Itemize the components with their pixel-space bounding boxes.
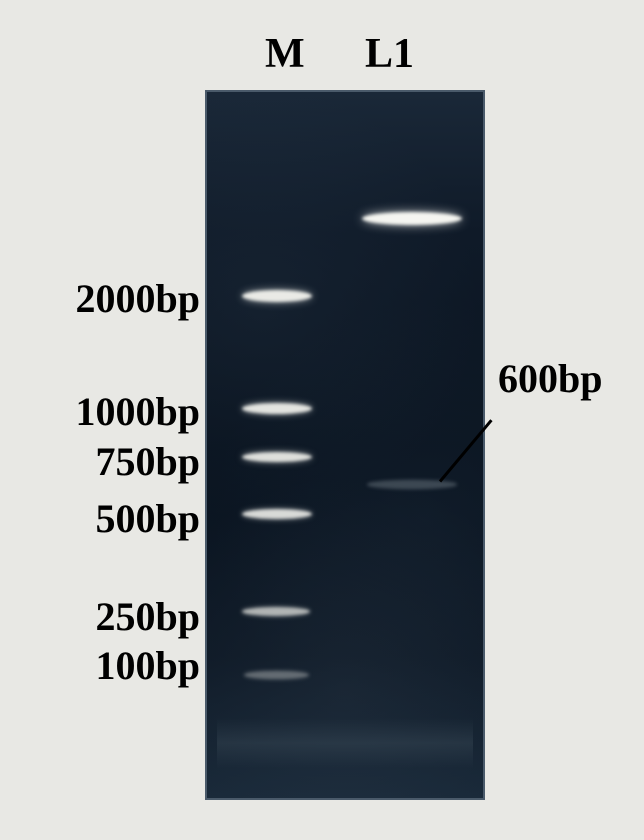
gel-figure: M L1 2000bp 1000bp 750bp 500bp 250bp 100… bbox=[20, 10, 630, 820]
marker-band-500 bbox=[242, 509, 312, 519]
lane-header-sample: L1 bbox=[365, 30, 414, 78]
marker-label-750: 750bp bbox=[30, 438, 200, 485]
marker-label-100: 100bp bbox=[30, 642, 200, 689]
marker-band-2000 bbox=[242, 290, 312, 302]
sample-band-top bbox=[362, 212, 462, 225]
marker-band-750 bbox=[242, 452, 312, 462]
marker-label-2000: 2000bp bbox=[30, 275, 200, 322]
gel-bottom-glow bbox=[217, 718, 473, 768]
marker-band-1000 bbox=[242, 403, 312, 414]
marker-band-100 bbox=[244, 671, 309, 679]
marker-label-500: 500bp bbox=[30, 495, 200, 542]
marker-label-250: 250bp bbox=[30, 593, 200, 640]
gel-image bbox=[205, 90, 485, 800]
sample-label-600: 600bp bbox=[498, 355, 603, 402]
gel-background-texture bbox=[207, 92, 483, 798]
marker-label-1000: 1000bp bbox=[30, 388, 200, 435]
lane-header-marker: M bbox=[265, 30, 305, 78]
